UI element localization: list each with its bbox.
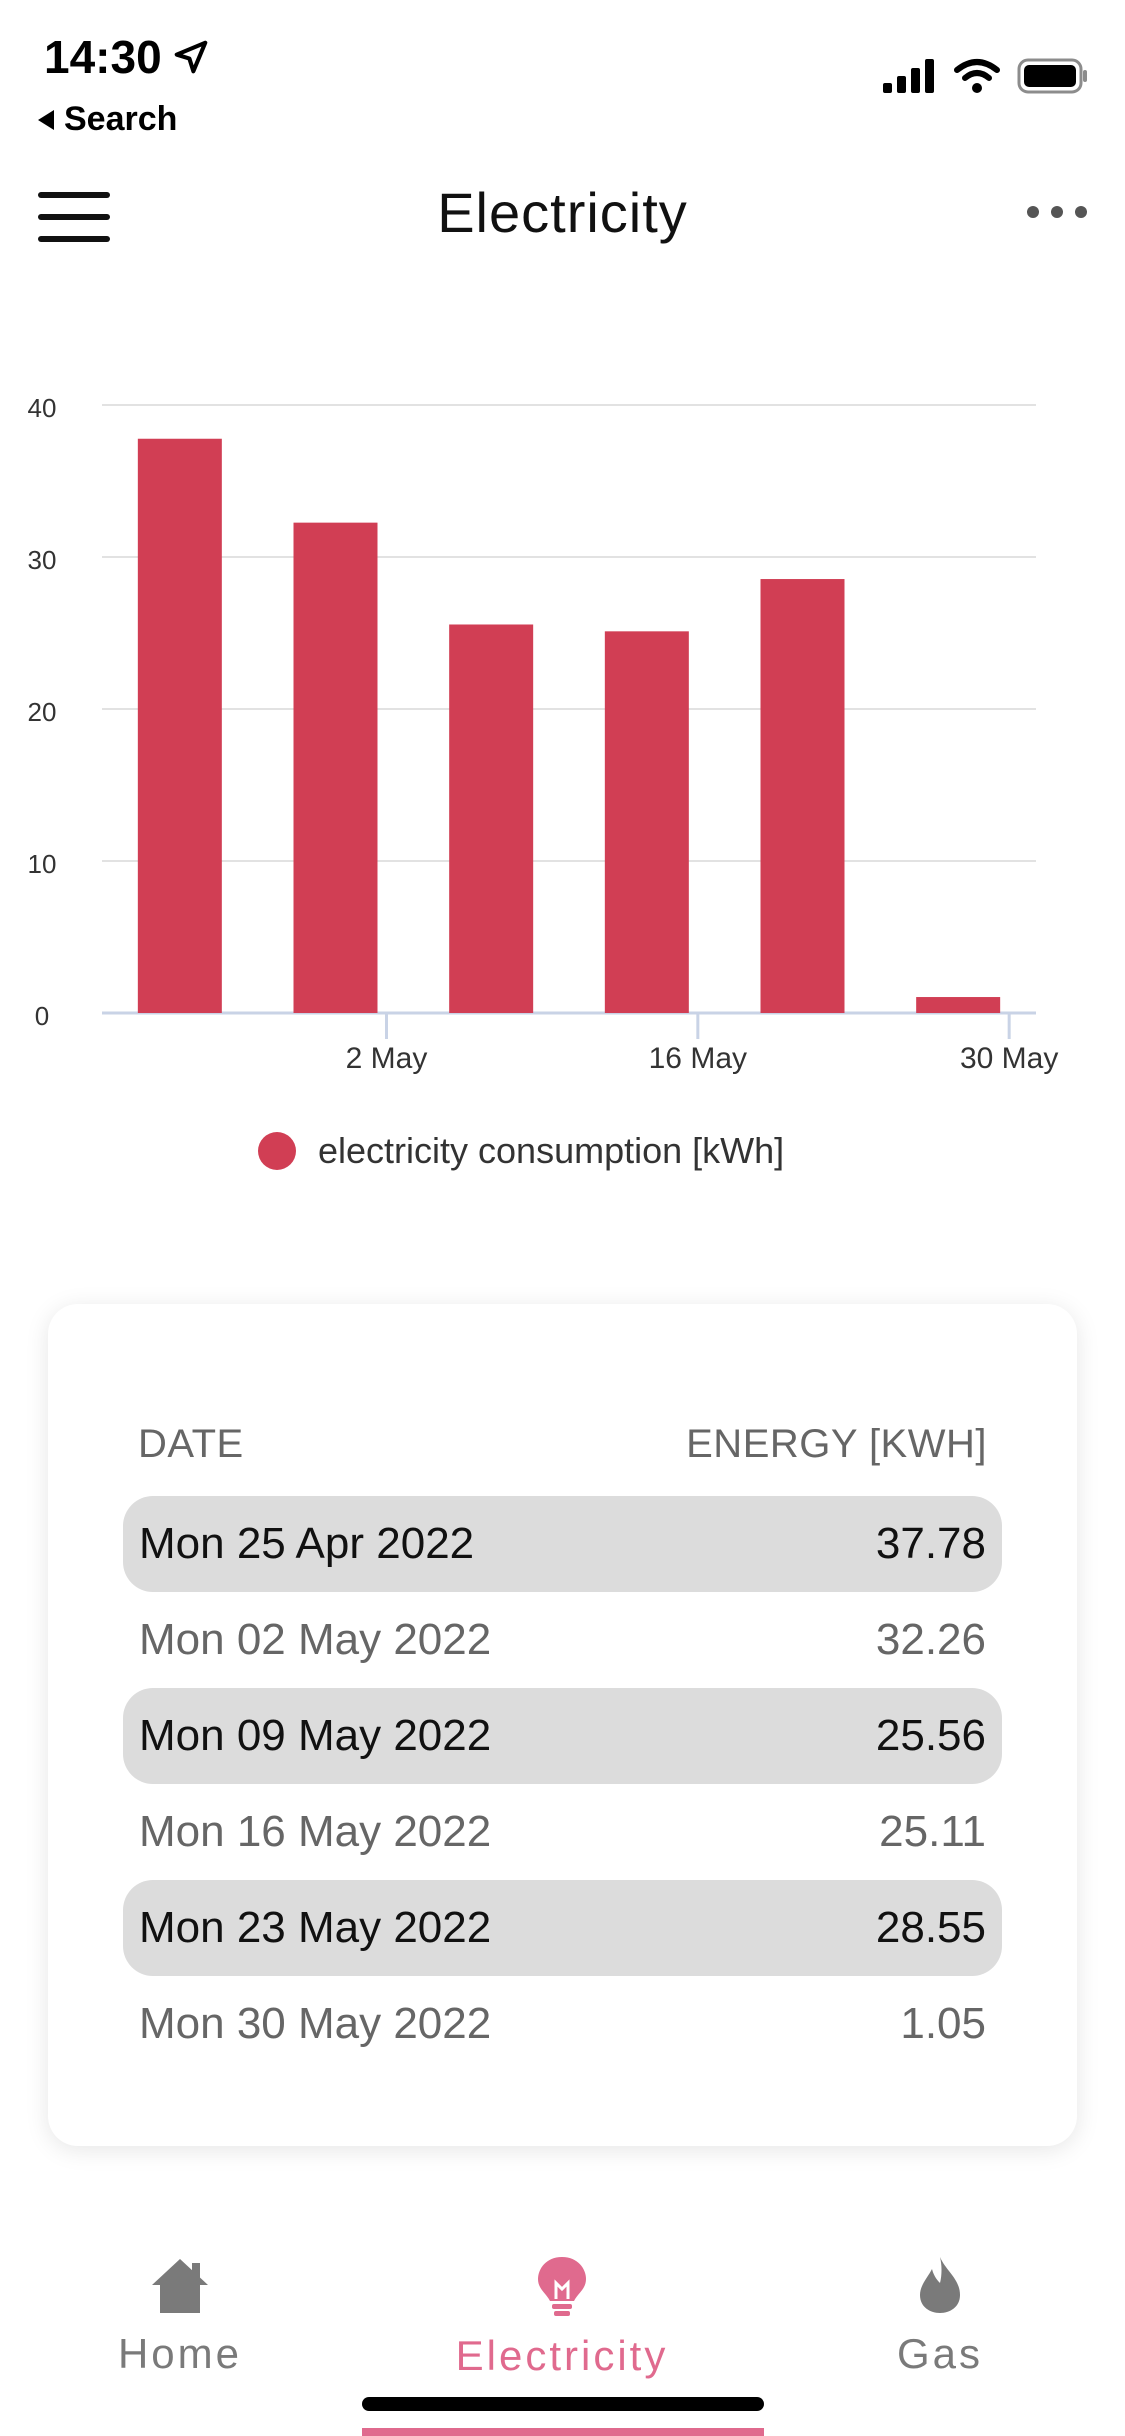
bar <box>449 624 534 1013</box>
hamburger-icon-line <box>38 214 110 220</box>
table-row[interactable]: Mon 16 May 2022 25.11 <box>123 1784 1002 1880</box>
home-icon <box>152 2259 208 2313</box>
y-tick-label: 20 <box>28 697 57 727</box>
table-body: Mon 25 Apr 2022 37.78 Mon 02 May 2022 32… <box>123 1496 1002 2072</box>
x-tick-label: 2 May <box>346 1042 428 1075</box>
table-row[interactable]: Mon 25 Apr 2022 37.78 <box>123 1496 1002 1592</box>
row-date: Mon 02 May 2022 <box>139 1615 492 1664</box>
date-column-header: DATE <box>138 1422 244 1466</box>
back-to-search[interactable]: Search <box>38 100 177 139</box>
bar <box>604 631 689 1013</box>
x-tick-label: 16 May <box>649 1042 747 1075</box>
bottom-tab-bar: Home Electricity Gas <box>0 2255 1125 2379</box>
row-energy: 37.78 <box>875 1519 986 1568</box>
row-energy: 32.26 <box>875 1615 986 1664</box>
x-tick-label: 30 May <box>960 1042 1058 1075</box>
row-energy: 1.05 <box>900 1999 986 2048</box>
row-energy: 25.11 <box>879 1807 986 1856</box>
y-tick-label: 40 <box>28 393 57 423</box>
table-row[interactable]: Mon 02 May 2022 32.26 <box>123 1592 1002 1688</box>
table-row[interactable]: Mon 30 May 2022 1.05 <box>123 1976 1002 2072</box>
row-energy: 28.55 <box>875 1903 986 1952</box>
table-header: DATE ENERGY [KWH] <box>138 1422 987 1467</box>
battery-icon <box>1017 58 1087 94</box>
y-tick-label: 30 <box>28 545 57 575</box>
legend-dot-icon <box>258 1132 296 1170</box>
status-time: 14:30 <box>44 30 210 84</box>
row-date: Mon 09 May 2022 <box>139 1711 492 1760</box>
more-options-button[interactable] <box>1027 206 1087 218</box>
bar <box>760 579 845 1013</box>
bar <box>137 438 222 1013</box>
consumption-table-card: DATE ENERGY [KWH] Mon 25 Apr 2022 37.78 … <box>48 1304 1077 2146</box>
home-indicator <box>362 2397 764 2411</box>
electricity-bar-chart: 0 10 20 30 40 2 May 16 May 30 May <box>28 393 1059 1075</box>
wifi-icon <box>954 59 1000 93</box>
flame-icon <box>920 2257 960 2313</box>
tab-electricity-label: Electricity <box>455 2332 669 2379</box>
y-tick-label: 10 <box>28 849 57 879</box>
energy-column-header: ENERGY [KWH] <box>686 1422 987 1466</box>
legend-label: electricity consumption [kWh] <box>318 1130 785 1171</box>
page-title: Electricity <box>437 181 688 244</box>
active-tab-indicator <box>362 2428 764 2436</box>
status-time-label: 14:30 <box>44 31 162 83</box>
back-arrow-icon <box>38 109 54 130</box>
bar <box>293 522 378 1013</box>
table-row[interactable]: Mon 23 May 2022 28.55 <box>123 1880 1002 1976</box>
row-date: Mon 25 Apr 2022 <box>139 1519 475 1568</box>
row-energy: 25.56 <box>875 1711 986 1760</box>
row-date: Mon 16 May 2022 <box>139 1807 492 1856</box>
tab-gas-label: Gas <box>896 2330 984 2377</box>
tab-home-label: Home <box>117 2330 243 2377</box>
lightbulb-icon <box>538 2257 586 2316</box>
tab-home[interactable]: Home <box>30 2255 330 2378</box>
tab-gas[interactable]: Gas <box>790 2255 1090 2378</box>
status-icons <box>883 58 1089 94</box>
more-dot-icon <box>1051 206 1063 218</box>
hamburger-icon-line <box>38 236 110 242</box>
back-to-search-label: Search <box>64 100 178 138</box>
more-dot-icon <box>1075 206 1087 218</box>
tab-electricity[interactable]: Electricity <box>412 2255 712 2380</box>
y-tick-label: 0 <box>35 1001 49 1031</box>
location-arrow-icon <box>174 40 207 74</box>
hamburger-icon <box>38 192 110 198</box>
more-dot-icon <box>1027 206 1039 218</box>
chart-legend[interactable]: electricity consumption [kWh] <box>258 1130 784 1172</box>
menu-button[interactable] <box>38 192 110 244</box>
bar <box>916 997 1001 1013</box>
row-date: Mon 23 May 2022 <box>139 1903 492 1952</box>
cellular-signal-icon <box>883 59 934 93</box>
table-row[interactable]: Mon 09 May 2022 25.56 <box>123 1688 1002 1784</box>
row-date: Mon 30 May 2022 <box>139 1999 492 2048</box>
